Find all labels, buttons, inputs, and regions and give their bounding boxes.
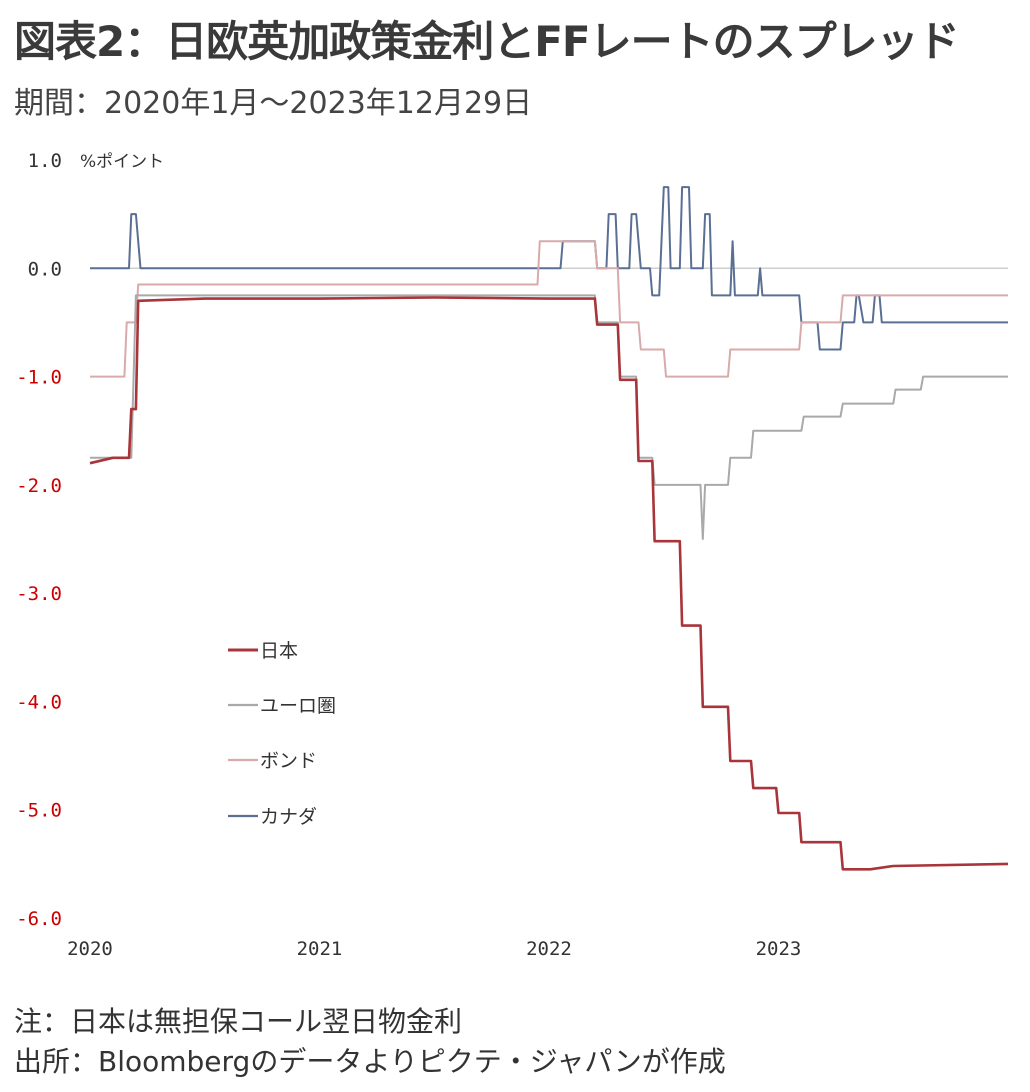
- chart-title: 図表2：日欧英加政策金利とFFレートのスプレッド: [14, 17, 960, 66]
- legend-label: ボンド: [260, 750, 317, 772]
- series-line-japan: [89, 296, 1009, 871]
- y-tick-label: -1.0: [16, 367, 62, 389]
- x-tick-label: 2022: [526, 938, 572, 960]
- y-tick-label: -4.0: [16, 691, 62, 713]
- legend-label: カナダ: [260, 806, 317, 828]
- period-subtitle: 期間：2020年1月～2023年12月29日: [14, 86, 533, 121]
- footnote: 注：日本は無担保コール翌日物金利: [14, 1005, 463, 1038]
- series-line-pound: [90, 240, 1008, 378]
- y-tick-label: 0.0: [28, 258, 62, 280]
- y-unit-label: %ポイント: [80, 152, 164, 172]
- x-tick-label: 2021: [297, 938, 343, 960]
- source-note: 出所：Bloombergのデータよりピクテ・ジャパンが作成: [14, 1045, 726, 1078]
- y-tick-label: -5.0: [16, 800, 62, 822]
- series-line-euro: [90, 294, 1008, 540]
- x-tick-label: 2020: [67, 938, 113, 960]
- series-group: [89, 186, 1009, 871]
- x-tick-label: 2023: [756, 938, 802, 960]
- y-tick-label: -3.0: [16, 583, 62, 605]
- y-tick-label: 1.0: [28, 150, 62, 172]
- axes-group: 1.0 0.0 -1.0 -2.0 -3.0 -4.0 -5.0 -6.0 %ポイント 2020 2…: [16, 150, 1008, 960]
- y-tick-label: -6.0: [16, 908, 62, 930]
- legend-label: ユーロ圏: [260, 695, 336, 717]
- legend-label: 日本: [260, 640, 298, 662]
- y-tick-label: -2.0: [16, 475, 62, 497]
- spread-line-chart: 1.0 0.0 -1.0 -2.0 -3.0 -4.0 -5.0 -6.0 %ポイント 2020 2…: [16, 150, 1009, 960]
